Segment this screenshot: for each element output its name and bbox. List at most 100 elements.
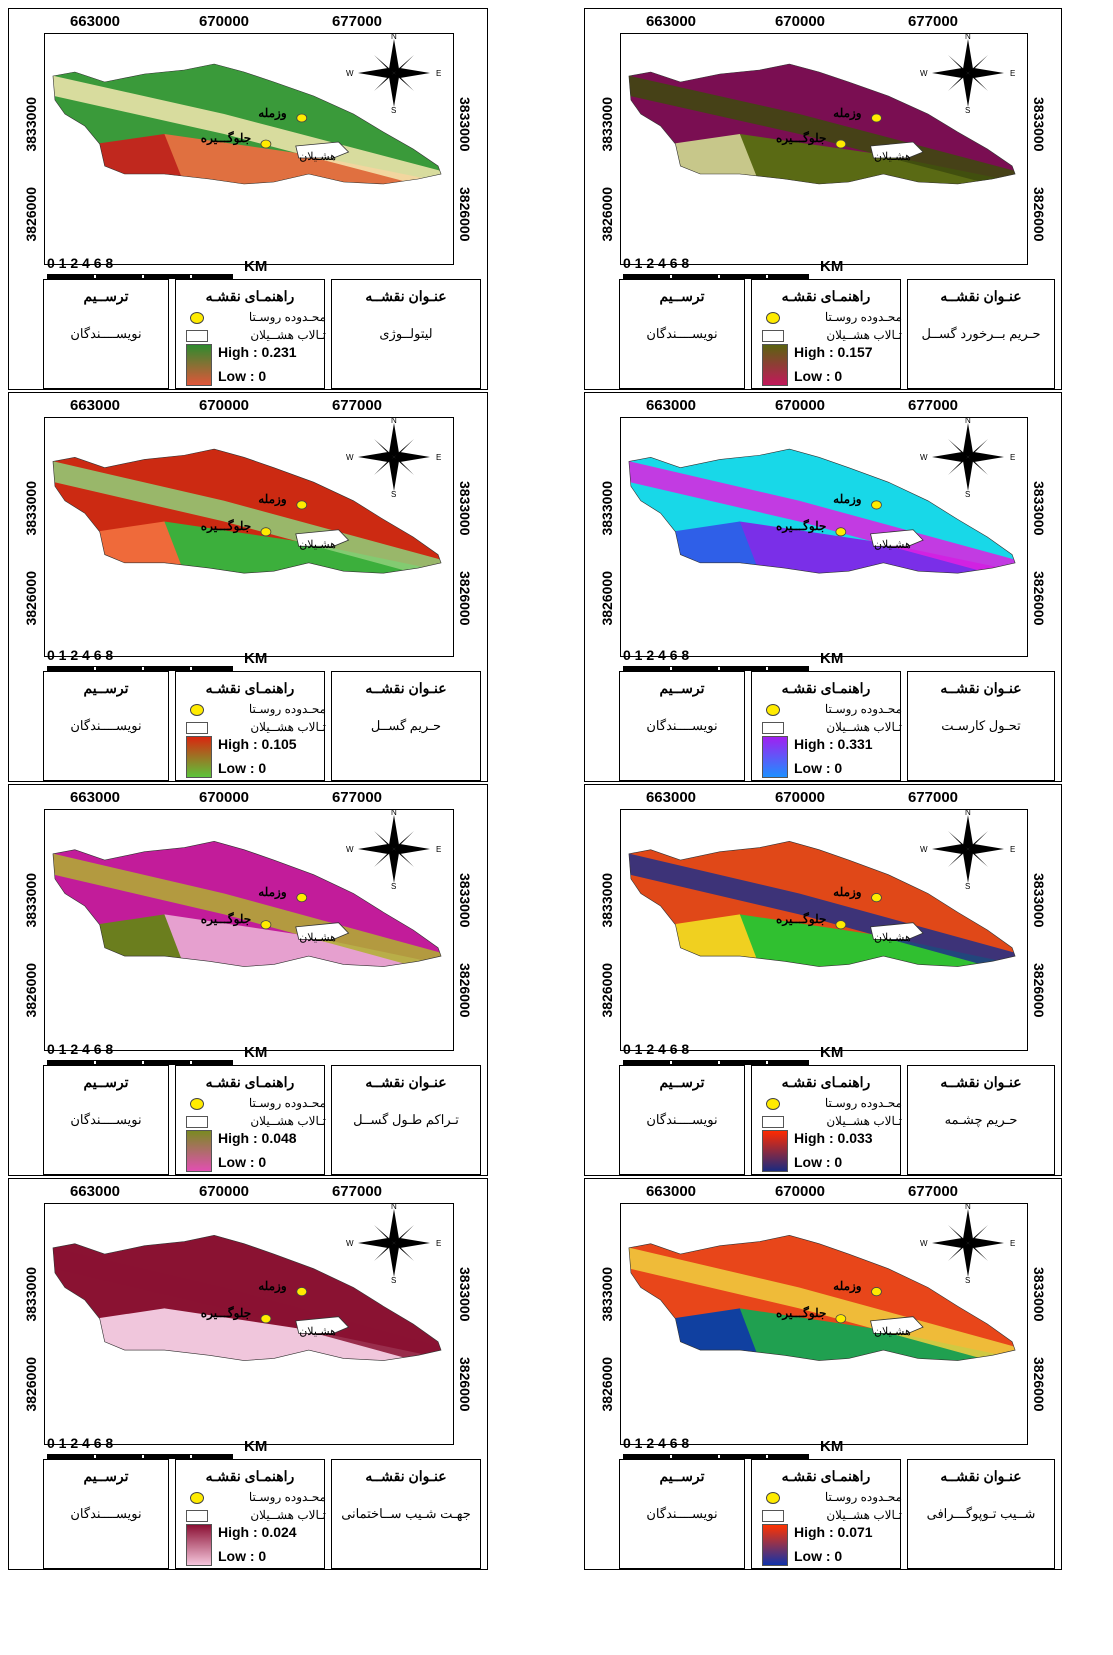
village-label-v2: جلوگـــیره: [776, 131, 827, 146]
scale-bar-numbers: 0 1 2 4 6 8: [623, 647, 690, 663]
village-dot-v2: [260, 139, 272, 149]
lake-label: هشـیلان: [873, 932, 911, 944]
x-coordinate-label: 670000: [774, 789, 826, 806]
legend-high-value: High : 0.024: [218, 1524, 297, 1540]
compass-w-label: W: [920, 69, 928, 78]
map-title-box: عنـوان نقشــه شــیب تـوپوگـــرافی: [907, 1459, 1055, 1569]
drawn-by-box: ترســیم نویســــندگان: [619, 1065, 745, 1175]
legend-color-ramp: [186, 344, 212, 386]
x-coordinate-label: 670000: [198, 13, 250, 30]
legend-village-dot: [766, 1098, 780, 1110]
lake-shape: [870, 529, 924, 547]
study-area-outline: [628, 448, 1016, 574]
compass-n-label: N: [391, 1203, 397, 1211]
map-title-text: جهـت شـیب ســاختمانی: [341, 1506, 471, 1521]
legend-box: راهنمـای نقشـه محـدوده روسـتا تـالاب هشــی…: [175, 1459, 326, 1569]
drawn-by-heading: ترســیم: [659, 288, 705, 304]
x-coordinate-label: 663000: [645, 13, 697, 30]
compass-n-label: N: [391, 809, 397, 817]
scale-bar-numbers: 0 1 2 4 6 8: [47, 1435, 114, 1451]
y-coordinate-label: 3826000: [599, 187, 615, 242]
x-coordinate-label: 663000: [69, 1183, 121, 1200]
compass-e-label: E: [1010, 845, 1015, 854]
y-coordinate-label: 3826000: [23, 571, 39, 626]
y-coordinate-label: 3833000: [23, 97, 39, 152]
y-coordinate-label: 3826000: [23, 963, 39, 1018]
legend-low-value: Low : 0: [794, 368, 843, 384]
y-coordinate-label-right: 3833000: [1031, 481, 1047, 536]
scale-bar-numbers: 0 1 2 4 6 8: [623, 1041, 690, 1057]
drawn-by-box: ترســیم نویســــندگان: [619, 671, 745, 781]
x-coordinate-label: 677000: [331, 397, 383, 414]
compass-n-label: N: [965, 809, 971, 817]
village-label-v2: جلوگـــیره: [200, 518, 252, 533]
compass-s-label: S: [965, 882, 970, 889]
legend-heading: راهنمـای نقشـه: [205, 680, 295, 696]
map-title-heading: عنـوان نقشــه: [940, 1468, 1022, 1484]
scale-bar: 0 1 2 4 6 8 KM: [47, 1041, 267, 1071]
legend-lake-swatch: [186, 1510, 208, 1522]
legend-lake-label: تـالاب هشــیلان: [826, 328, 902, 342]
study-area-outline: [52, 448, 442, 574]
x-coordinate-label: 670000: [198, 789, 250, 806]
y-coordinate-label: 3833000: [599, 97, 615, 152]
y-coordinate-label-right: 3826000: [457, 571, 473, 626]
x-coordinate-label: 677000: [331, 1183, 383, 1200]
authors-text: نویســــندگان: [646, 326, 718, 341]
compass-n-label: N: [391, 33, 397, 41]
legend-lake-label: تـالاب هشــیلان: [250, 1114, 326, 1128]
legend-box: راهنمـای نقشـه محـدوده روسـتا تـالاب هشــی…: [751, 1065, 902, 1175]
map-frame: وزمله جلوگـــیره هشـیلان: [620, 33, 1028, 265]
compass-w-label: W: [920, 453, 928, 462]
legend-heading: راهنمـای نقشـه: [781, 1074, 871, 1090]
legend-heading: راهنمـای نقشـه: [205, 288, 295, 304]
village-dot-v2: [260, 1314, 272, 1324]
map-title-heading: عنـوان نقشــه: [940, 680, 1022, 696]
legend-lake-swatch: [186, 1116, 208, 1128]
scale-bar-numbers: 0 1 2 4 6 8: [623, 1435, 690, 1451]
legend-color-ramp: [762, 1524, 788, 1566]
scale-bar-line: [47, 1454, 233, 1459]
study-area-map: [52, 840, 442, 967]
legend-box: راهنمـای نقشـه محـدوده روسـتا تـالاب هشــی…: [751, 1459, 902, 1569]
y-coordinate-label-right: 3826000: [1031, 571, 1047, 626]
drawn-by-heading: ترســیم: [83, 1074, 129, 1090]
map-title-text: لیتولــوژی: [379, 326, 433, 341]
map-title-text: حـریم گســل: [370, 718, 442, 733]
north-arrow-icon: N S W E: [344, 32, 444, 115]
map-title-box: عنـوان نقشــه لیتولــوژی: [331, 279, 481, 389]
study-area-outline: [628, 840, 1016, 967]
y-coordinate-label-right: 3833000: [1031, 873, 1047, 928]
lake-shape: [295, 529, 350, 547]
map-title-text: حـریم بــرخورد گســل: [921, 326, 1041, 341]
legend-lake-swatch: [762, 722, 784, 734]
compass-e-label: E: [1010, 453, 1015, 462]
village-dot-v1: [871, 500, 882, 510]
map-title-box: عنـوان نقشــه حـریم بــرخورد گســل: [907, 279, 1055, 389]
village-label-v1: وزمله: [258, 1279, 287, 1294]
legend-high-value: High : 0.105: [218, 736, 297, 752]
scale-bar-line: [47, 274, 233, 279]
scale-bar-unit: KM: [820, 1044, 844, 1061]
map-frame: وزمله جلوگـــیره هشـیلان: [620, 1203, 1028, 1445]
study-area-outline: [628, 63, 1016, 185]
authors-text: نویســــندگان: [70, 1506, 142, 1521]
map-panel: 663000 670000 677000 3833000 3833000 3826000 3…: [584, 1178, 1062, 1570]
legend-lake-swatch: [186, 330, 208, 342]
x-coordinate-label: 663000: [69, 789, 121, 806]
compass-w-label: W: [920, 1239, 928, 1248]
scale-bar-line: [623, 666, 809, 671]
lake-shape: [870, 141, 924, 159]
village-dot-v1: [296, 113, 308, 123]
y-coordinate-label: 3826000: [599, 571, 615, 626]
drawn-by-heading: ترســیم: [83, 1468, 129, 1484]
drawn-by-heading: ترســیم: [83, 288, 129, 304]
legend-village-label: محـدوده روسـتا: [248, 1490, 326, 1504]
compass-w-label: W: [920, 845, 928, 854]
authors-text: نویســــندگان: [646, 1112, 718, 1127]
y-coordinate-label-right: 3826000: [457, 963, 473, 1018]
lake-label: هشـیلان: [873, 539, 911, 551]
lake-shape: [870, 922, 924, 940]
legend-lake-swatch: [186, 722, 208, 734]
authors-text: نویســــندگان: [70, 718, 142, 733]
